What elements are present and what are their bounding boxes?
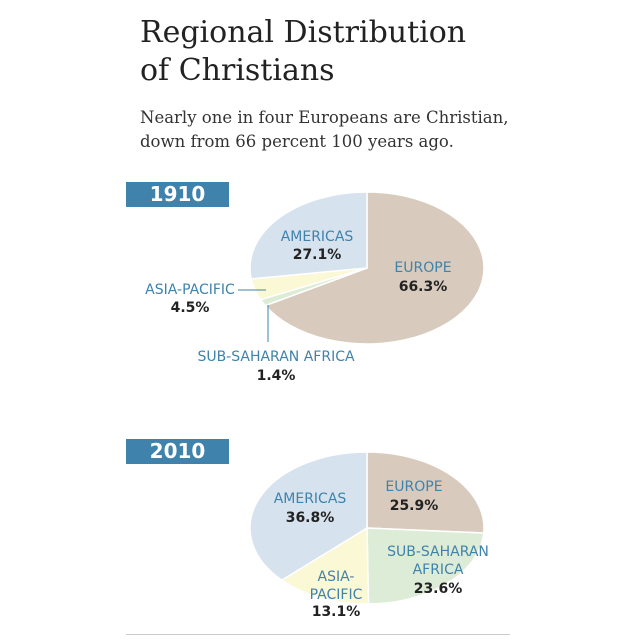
value-sub-saharan-africa-2010: 23.6% (414, 581, 463, 597)
value-europe-1910: 66.3% (399, 279, 448, 295)
page-subtitle: Nearly one in four Europeans are Christi… (140, 106, 540, 154)
bottom-divider (126, 634, 510, 635)
subtitle-line-2: down from 66 percent 100 years ago. (140, 132, 454, 151)
slice-asia-pacific-2010 (280, 526, 370, 605)
slice-americas-1910 (249, 191, 368, 280)
slice-americas-2010 (249, 451, 368, 581)
slice-europe-1910 (264, 191, 485, 345)
pie-slices-1910 (249, 191, 485, 345)
value-asia-pacific-2010: 13.1% (312, 604, 361, 620)
subtitle-line-1: Nearly one in four Europeans are Christi… (140, 108, 509, 127)
label-europe-1910: EUROPE (394, 260, 451, 276)
slice-europe-2010 (366, 451, 485, 534)
title-line-1: Regional Distribution (140, 15, 467, 50)
pie-slices-2010 (249, 451, 485, 605)
label-americas-2010: AMERICAS (274, 491, 347, 507)
label-sub-saharan-africa-2010-line2: AFRICA (413, 562, 464, 578)
value-sub-saharan-africa-1910: 1.4% (257, 368, 296, 384)
value-americas-2010: 36.8% (286, 510, 335, 526)
value-americas-1910: 27.1% (293, 247, 342, 263)
year-badge-1910: 1910 (126, 182, 229, 207)
label-sub-saharan-africa-2010-line1: SUB-SAHARAN (387, 544, 489, 560)
value-europe-2010: 25.9% (390, 498, 439, 514)
value-asia-pacific-1910: 4.5% (171, 300, 210, 316)
label-americas-1910: AMERICAS (281, 229, 354, 245)
label-asia-pacific-1910: ASIA-PACIFIC (145, 282, 235, 298)
slice-sub-saharan-africa-2010 (366, 527, 485, 605)
label-europe-2010: EUROPE (385, 479, 442, 495)
page-title: Regional Distribution of Christians (140, 14, 540, 90)
year-badge-2010: 2010 (126, 439, 229, 464)
title-line-2: of Christians (140, 53, 335, 88)
label-sub-saharan-africa-1910: SUB-SAHARAN AFRICA (197, 349, 355, 365)
label-asia-pacific-2010-line2: PACIFIC (310, 587, 363, 603)
label-asia-pacific-2010-line1: ASIA- (318, 569, 355, 585)
